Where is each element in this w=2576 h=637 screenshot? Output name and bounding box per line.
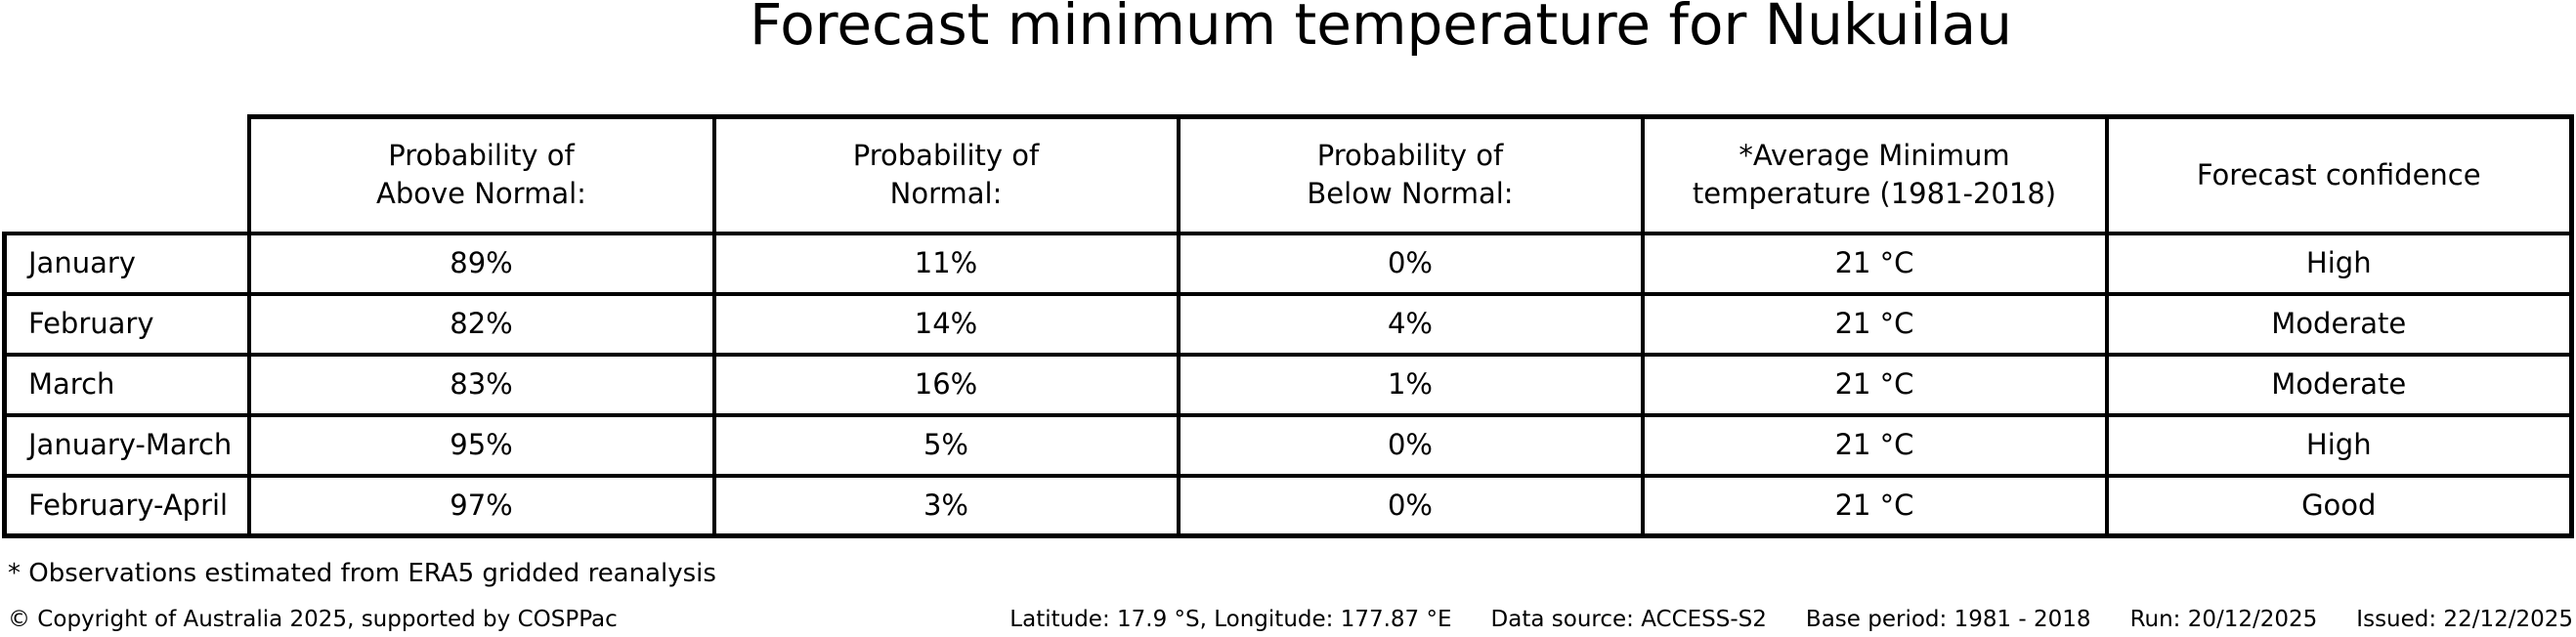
cell-prob-below: 4% — [1176, 291, 1645, 357]
cell-forecast-confidence: Moderate — [2104, 291, 2574, 357]
row-label: January-March — [2, 412, 251, 478]
location-text: Latitude: 17.9 °S, Longitude: 177.87 °E — [1009, 607, 1452, 632]
cell-prob-above: 82% — [246, 291, 716, 357]
cell-prob-normal: 11% — [711, 231, 1181, 296]
cell-prob-below: 0% — [1176, 412, 1645, 478]
cell-prob-below: 0% — [1176, 473, 1645, 538]
row-label: February — [2, 291, 251, 357]
cell-prob-normal: 5% — [711, 412, 1181, 478]
cell-average-min-temp: 21 °C — [1640, 231, 2109, 296]
table-row-january: January 89% 11% 0% 21 °C High — [2, 231, 2574, 296]
cell-average-min-temp: 21 °C — [1640, 473, 2109, 538]
cell-prob-above: 97% — [246, 473, 716, 538]
run-date-text: Run: 20/12/2025 — [2129, 607, 2318, 632]
header-cell-blank — [5, 117, 249, 234]
row-label: January — [2, 231, 251, 296]
cell-forecast-confidence: Moderate — [2104, 352, 2574, 417]
copyright-text: © Copyright of Australia 2025, supported… — [8, 607, 618, 632]
cell-prob-above: 89% — [246, 231, 716, 296]
header-row: Probability of Above Normal: Probability… — [5, 114, 2574, 235]
issued-date-text: Issued: 22/12/2025 — [2356, 607, 2573, 632]
cell-forecast-confidence: High — [2104, 231, 2574, 296]
page-title: Forecast minimum temperature for Nukuila… — [750, 0, 2012, 58]
footer-meta: Latitude: 17.9 °S, Longitude: 177.87 °E … — [1009, 607, 2573, 632]
cell-prob-normal: 3% — [711, 473, 1181, 538]
cell-forecast-confidence: Good — [2104, 473, 2574, 538]
cell-prob-normal: 14% — [711, 291, 1181, 357]
table-row-march: March 83% 16% 1% 21 °C Moderate — [2, 352, 2574, 417]
data-source-text: Data source: ACCESS-S2 — [1490, 607, 1767, 632]
cell-forecast-confidence: High — [2104, 412, 2574, 478]
row-label: February-April — [2, 473, 251, 538]
cell-prob-below: 0% — [1176, 231, 1645, 296]
header-prob-normal: Probability of Normal: — [711, 114, 1181, 235]
base-period-text: Base period: 1981 - 2018 — [1805, 607, 2091, 632]
header-prob-below-normal: Probability of Below Normal: — [1176, 114, 1645, 235]
header-forecast-confidence: Forecast confidence — [2104, 114, 2574, 235]
table-row-february: February 82% 14% 4% 21 °C Moderate — [2, 291, 2574, 357]
cell-average-min-temp: 21 °C — [1640, 412, 2109, 478]
row-label: March — [2, 352, 251, 417]
cell-average-min-temp: 21 °C — [1640, 291, 2109, 357]
forecast-table: Probability of Above Normal: Probability… — [2, 114, 2574, 538]
header-prob-above-normal: Probability of Above Normal: — [246, 114, 716, 235]
table-row-february-april: February-April 97% 3% 0% 21 °C Good — [2, 473, 2574, 538]
cell-prob-above: 95% — [246, 412, 716, 478]
cell-prob-below: 1% — [1176, 352, 1645, 417]
cell-prob-normal: 16% — [711, 352, 1181, 417]
header-average-min-temp: *Average Minimum temperature (1981-2018) — [1640, 114, 2109, 235]
table-row-january-march: January-March 95% 5% 0% 21 °C High — [2, 412, 2574, 478]
footnote: * Observations estimated from ERA5 gridd… — [8, 559, 716, 588]
cell-average-min-temp: 21 °C — [1640, 352, 2109, 417]
cell-prob-above: 83% — [246, 352, 716, 417]
footer: © Copyright of Australia 2025, supported… — [8, 607, 2573, 632]
